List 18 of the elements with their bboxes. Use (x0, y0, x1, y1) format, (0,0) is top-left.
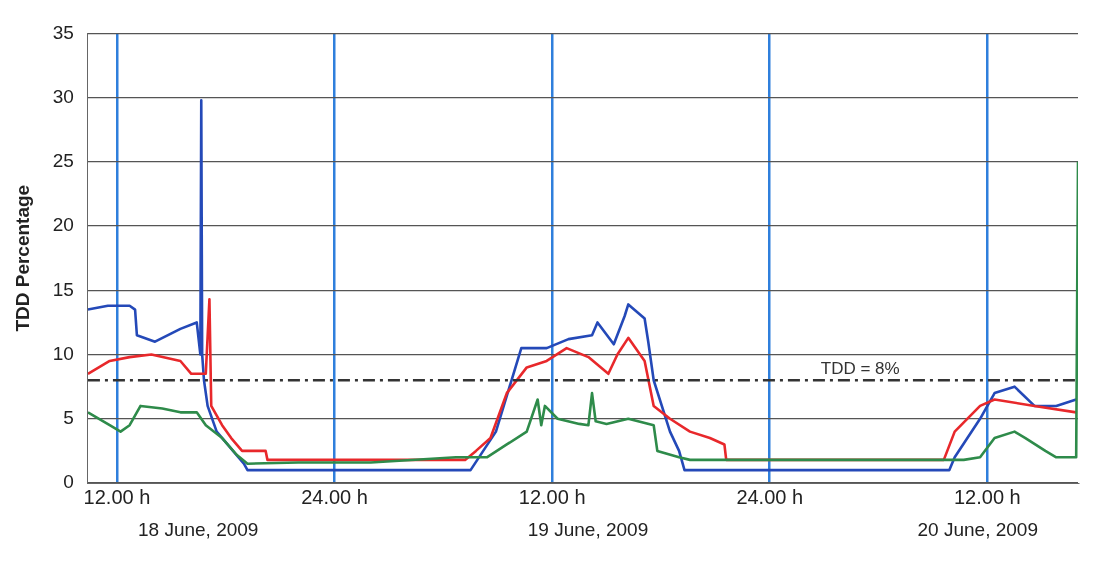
text: 18 June, 2009 (138, 519, 259, 541)
y-tick-label: 35 (52, 21, 74, 43)
text: 20 June, 2009 (917, 519, 1038, 541)
y-tick-label: 5 (63, 407, 74, 429)
y-tick-label: 0 (63, 471, 74, 493)
x-tick-label: 24.00 h (301, 485, 368, 508)
y-tick-label: 30 (52, 85, 74, 107)
y-tick-label: 10 (52, 342, 74, 364)
ref-line-label: TDD = 8% (820, 359, 900, 379)
x-tick-label: 12.00 h (83, 485, 151, 508)
x-tick-label: 12.00 h (518, 485, 586, 508)
x-tick-label: 24.00 h (736, 485, 804, 508)
x-tick-label: 12.00 h (953, 485, 1021, 508)
text: 19 June, 2009 (527, 519, 649, 541)
y-tick-label: 20 (52, 214, 74, 236)
y-axis-title: TDD Percentage (11, 184, 33, 332)
y-tick-label: 25 (52, 150, 74, 172)
y-tick-label: 15 (52, 278, 74, 300)
